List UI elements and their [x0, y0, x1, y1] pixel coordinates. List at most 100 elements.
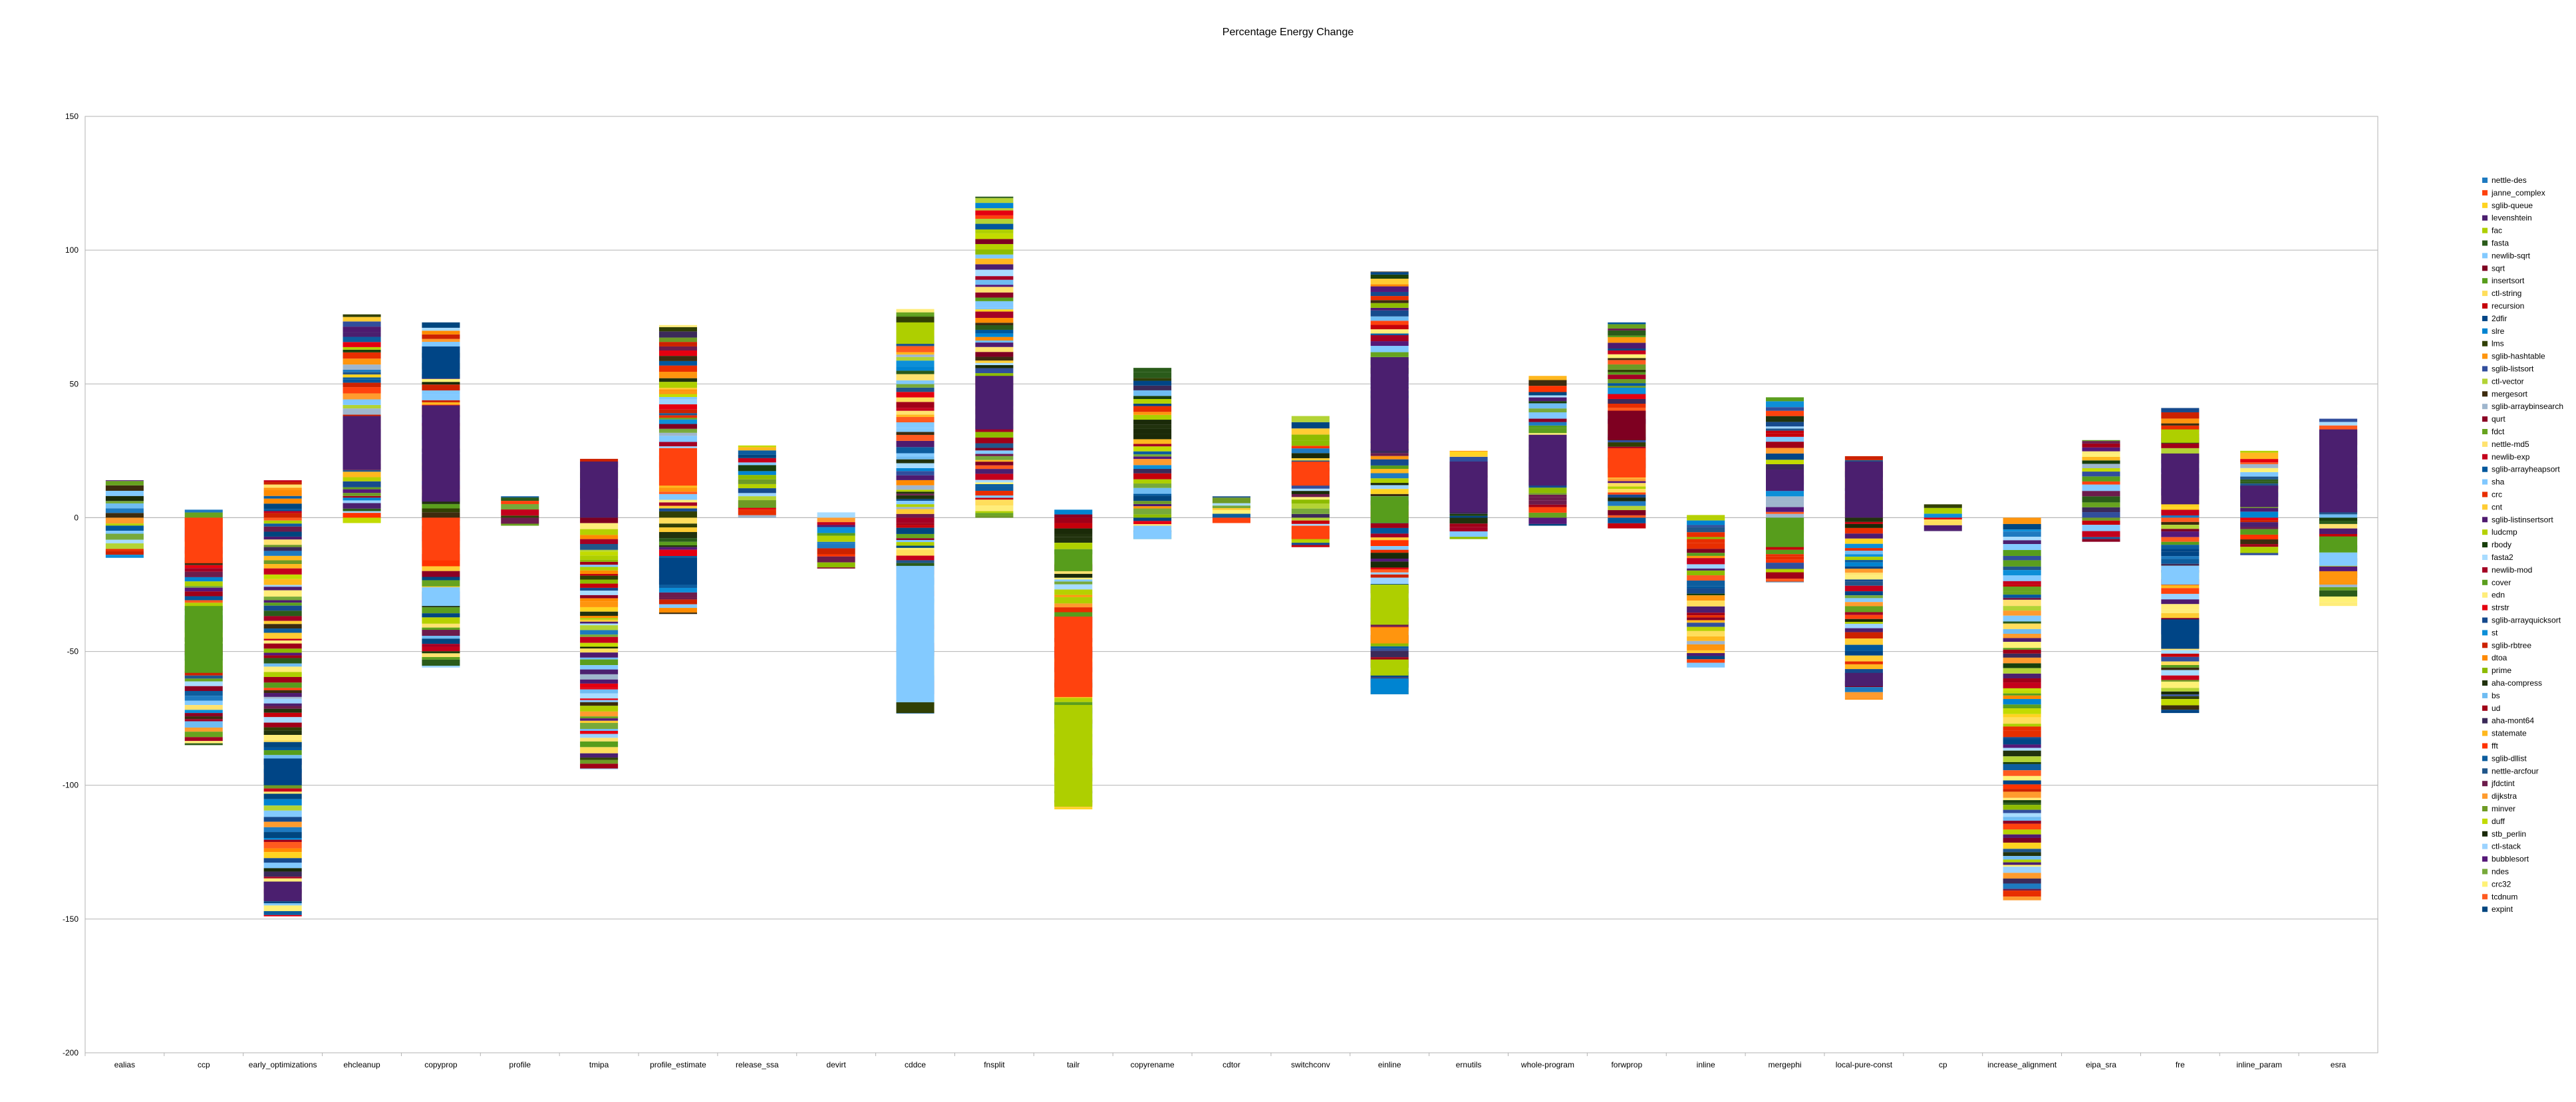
bar-segment	[738, 506, 776, 508]
bar-segment	[2003, 611, 2041, 616]
bar-segment	[896, 354, 934, 357]
legend-label: fft	[2492, 742, 2498, 751]
bar-segment	[1212, 517, 1251, 523]
y-tick-label: 100	[65, 245, 78, 255]
bar-segment	[1528, 512, 1567, 518]
bar-segment	[1766, 442, 1804, 448]
bar-segment	[2003, 668, 2041, 674]
bar-segment	[2082, 460, 2120, 464]
bar-segment	[2003, 724, 2041, 727]
bar-segment	[2082, 451, 2120, 455]
bar-segment	[658, 549, 697, 557]
bar-segment	[1608, 481, 1646, 483]
bar-segment	[263, 868, 302, 872]
bar-segment	[580, 759, 619, 764]
bar-segment	[896, 312, 934, 315]
bar-segment	[263, 495, 302, 499]
bar-segment	[263, 791, 302, 794]
bar-segment	[1687, 650, 1725, 654]
bar-segment	[975, 196, 1014, 198]
bar-segment	[1766, 569, 1804, 573]
bar-segment	[1687, 630, 1725, 636]
bar-segment	[263, 841, 302, 849]
bar-segment	[2319, 521, 2358, 524]
bar-segment	[658, 599, 697, 605]
bar-segment	[1528, 412, 1567, 419]
bar-segment	[896, 549, 934, 556]
legend-label: statemate	[2492, 729, 2527, 738]
bar-segment	[263, 536, 302, 540]
legend-swatch	[2482, 466, 2488, 472]
bar-segment	[580, 623, 619, 626]
bar-segment	[1370, 310, 1409, 317]
bar-segment	[2082, 502, 2120, 507]
bar-segment	[896, 380, 934, 384]
bar-segment	[343, 374, 381, 378]
bar-segment	[263, 717, 302, 723]
bar-segment	[105, 555, 144, 558]
bar-segment	[2003, 540, 2041, 545]
bar-segment	[184, 727, 223, 732]
bar-segment	[422, 656, 460, 660]
bar-segment	[184, 681, 223, 686]
legend-label: sqrt	[2492, 263, 2505, 273]
bar-segment	[658, 493, 697, 500]
bar-segment	[580, 723, 619, 730]
bar-segment	[2003, 829, 2041, 835]
bar-segment	[2003, 805, 2041, 810]
bar-segment	[1687, 662, 1725, 668]
bar-segment	[422, 327, 460, 331]
bar-segment	[580, 634, 619, 637]
bar-segment	[2082, 456, 2120, 461]
bar-segment	[580, 693, 619, 699]
bar-segment	[1766, 401, 1804, 408]
legend-label: sglib-listsort	[2492, 364, 2534, 374]
bar-segment	[1844, 557, 1883, 561]
bar-segment	[2240, 450, 2279, 453]
bar-segment-major	[580, 461, 619, 518]
bar-segment-major	[1370, 659, 1409, 676]
bar-segment	[105, 543, 144, 549]
bar-segment	[1370, 558, 1409, 562]
bar-segment	[1687, 586, 1725, 589]
bar-segment	[1133, 521, 1172, 525]
bar-segment	[1370, 291, 1409, 297]
bar-segment	[1054, 612, 1093, 617]
bar-segment	[1924, 529, 1962, 531]
bar-segment	[263, 698, 302, 704]
legend-swatch	[2482, 303, 2488, 309]
bar-segment	[263, 708, 302, 713]
bar-segment	[896, 547, 934, 550]
bar-segment	[896, 387, 934, 392]
gridlines	[84, 116, 2378, 1053]
bar-segment	[343, 327, 381, 333]
bar-segment	[975, 362, 1014, 365]
bar-segment	[2003, 657, 2041, 664]
x-tick-label: switchconv	[1291, 1060, 1330, 1069]
bar-segment	[975, 454, 1014, 456]
bar-segment	[1608, 440, 1646, 443]
bar-segment	[343, 387, 381, 394]
legend-swatch	[2482, 491, 2488, 497]
bar-segment	[343, 495, 381, 498]
bar-segment	[1133, 451, 1172, 455]
legend-swatch	[2482, 793, 2488, 799]
bar-segment	[2003, 695, 2041, 700]
legend-label: janne_complex	[2491, 188, 2545, 198]
bar-segment	[263, 539, 302, 545]
bar-segment	[105, 490, 144, 496]
legend-label: ludcmp	[2492, 527, 2517, 537]
bar-segment	[896, 485, 934, 490]
bar-segment	[263, 690, 302, 694]
bar-segment	[1291, 446, 1330, 449]
bar-segment	[1054, 577, 1093, 580]
bar-segment	[501, 497, 539, 501]
bar-segment	[1133, 412, 1172, 415]
x-tick-label: esra	[2331, 1060, 2347, 1069]
bar-segment	[580, 565, 619, 567]
bar-segment	[1212, 513, 1251, 518]
bar-segment	[658, 491, 697, 494]
bar-segment	[658, 325, 697, 327]
bar-segment	[1133, 506, 1172, 509]
bar-segment	[658, 523, 697, 528]
